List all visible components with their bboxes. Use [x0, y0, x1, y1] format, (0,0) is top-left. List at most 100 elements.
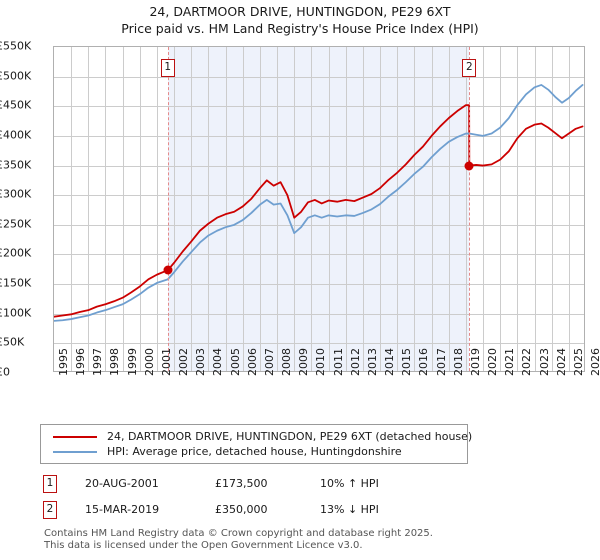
- gridline: [54, 135, 584, 137]
- gridline: [483, 47, 485, 371]
- x-axis-tick-label: 2001: [159, 348, 173, 376]
- x-axis-tick-label: 2024: [554, 348, 568, 376]
- x-axis-tick-label: 2008: [280, 348, 294, 376]
- y-axis-tick-label: £50K: [0, 335, 25, 349]
- y-axis-tick-label: £200K: [0, 246, 32, 260]
- sale-point-marker[interactable]: [163, 265, 173, 275]
- sale-point-marker[interactable]: [464, 161, 474, 171]
- gridline: [277, 47, 279, 371]
- x-axis-tick-label: 2012: [348, 348, 362, 376]
- x-axis-tick-label: 2002: [177, 348, 191, 376]
- gridline: [225, 47, 227, 371]
- x-axis-tick-label: 1995: [57, 348, 70, 376]
- sale-date: 20-AUG-2001: [85, 477, 159, 490]
- x-axis-tick-label: 2003: [194, 348, 208, 376]
- gridline: [88, 47, 90, 371]
- gridline: [54, 284, 584, 286]
- x-axis-tick-label: 2025: [571, 348, 585, 376]
- y-axis-tick-label: £400K: [0, 128, 32, 142]
- x-axis-tick-label: 2023: [537, 348, 551, 376]
- legend-item: HPI: Average price, detached house, Hunt…: [47, 444, 461, 459]
- gridline: [54, 343, 584, 345]
- gridline: [534, 47, 536, 371]
- chart-legend: 24, DARTMOOR DRIVE, HUNTINGDON, PE29 6XT…: [40, 424, 472, 464]
- footer-line-1: Contains HM Land Registry data © Crown c…: [44, 528, 433, 539]
- gridline: [208, 47, 210, 371]
- sale-marker-label[interactable]: 2: [462, 59, 477, 77]
- gridline: [397, 47, 399, 371]
- gridline: [551, 47, 553, 371]
- x-axis-tick-label: 2018: [451, 348, 465, 376]
- x-axis-tick-label: 2021: [503, 348, 517, 376]
- sale-price: £173,500: [215, 477, 268, 490]
- legend-label: 24, DARTMOOR DRIVE, HUNTINGDON, PE29 6XT…: [107, 430, 473, 443]
- gridline: [174, 47, 176, 371]
- series-line: [54, 84, 584, 322]
- x-axis-tick-label: 2010: [314, 348, 328, 376]
- y-axis-tick-label: £500K: [0, 69, 32, 83]
- gridline: [71, 47, 73, 371]
- gridline: [191, 47, 193, 371]
- x-axis-tick-label: 2004: [211, 348, 225, 376]
- x-axis-tick-label: 2019: [468, 348, 482, 376]
- gridline: [54, 313, 584, 315]
- sale-index-badge[interactable]: 1: [43, 475, 57, 493]
- x-axis-tick-label: 2016: [417, 348, 431, 376]
- sale-marker-line: [167, 47, 169, 371]
- gridline: [54, 106, 584, 108]
- y-axis-tick-label: £250K: [0, 217, 32, 231]
- gridline: [465, 47, 467, 371]
- sale-price: £350,000: [215, 503, 268, 516]
- table-row: 1 20-AUG-2001 £173,500 10% ↑ HPI: [40, 473, 490, 499]
- gridline: [156, 47, 158, 371]
- x-axis-tick-label: 2014: [383, 348, 397, 376]
- gridline: [380, 47, 382, 371]
- gridline: [259, 47, 261, 371]
- footer-attribution: Contains HM Land Registry data © Crown c…: [44, 528, 564, 552]
- legend-color-swatch: [53, 435, 97, 438]
- gridline: [105, 47, 107, 371]
- gridline: [431, 47, 433, 371]
- x-axis-tick-label: 1998: [108, 348, 122, 376]
- gridline: [54, 165, 584, 167]
- gridline: [54, 195, 584, 197]
- y-axis-tick-label: £100K: [0, 306, 32, 320]
- y-axis-tick-label: £300K: [0, 187, 32, 201]
- sale-marker-line: [469, 47, 471, 371]
- y-axis-tick-label: £450K: [0, 98, 32, 112]
- gridline: [54, 224, 584, 226]
- x-axis-tick-label: 2005: [228, 348, 242, 376]
- x-axis-tick-label: 2011: [331, 348, 345, 376]
- sale-hpi-delta: 10% ↑ HPI: [320, 477, 379, 490]
- sale-hpi-delta: 13% ↓ HPI: [320, 503, 379, 516]
- gridline: [294, 47, 296, 371]
- sale-index-badge[interactable]: 2: [43, 501, 57, 519]
- x-axis-tick-label: 2009: [297, 348, 311, 376]
- x-axis-tick-label: 2013: [365, 348, 379, 376]
- x-axis-tick-label: 2000: [142, 348, 156, 376]
- gridline: [448, 47, 450, 371]
- y-axis-tick-label: £550K: [0, 39, 32, 53]
- legend-color-swatch: [53, 450, 97, 453]
- gridline: [54, 76, 584, 78]
- gridline: [517, 47, 519, 371]
- x-axis-tick-label: 1996: [74, 348, 88, 376]
- gridline: [139, 47, 141, 371]
- x-axis-tick-label: 2026: [589, 348, 600, 376]
- sales-table: 1 20-AUG-2001 £173,500 10% ↑ HPI 2 15-MAR-201…: [40, 473, 490, 525]
- y-axis-tick-label: £0: [0, 365, 10, 379]
- sale-marker-label[interactable]: 1: [160, 59, 175, 77]
- gridline: [414, 47, 416, 371]
- gridline: [362, 47, 364, 371]
- gridline: [345, 47, 347, 371]
- gridline: [311, 47, 313, 371]
- series-lines: [54, 84, 584, 322]
- gridline: [328, 47, 330, 371]
- gridline: [54, 254, 584, 256]
- y-axis-tick-label: £150K: [0, 276, 32, 290]
- gridline: [568, 47, 570, 371]
- x-axis-tick-label: 1997: [91, 348, 105, 376]
- table-row: 2 15-MAR-2019 £350,000 13% ↓ HPI: [40, 499, 490, 525]
